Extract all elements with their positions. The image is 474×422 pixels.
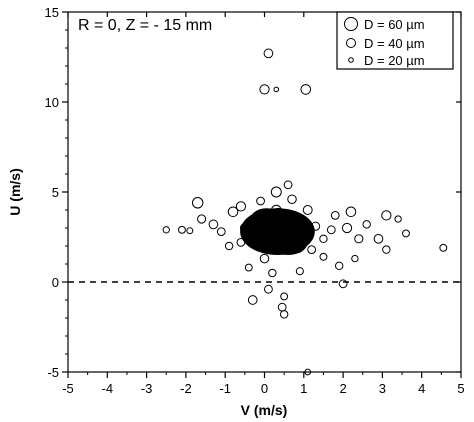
y-tick-label: 10 [45, 95, 59, 110]
data-point [273, 86, 280, 93]
y-tick-label: 15 [45, 5, 59, 20]
legend-marker-20 [348, 57, 354, 63]
data-point [402, 229, 410, 238]
y-tick-label: 0 [52, 275, 59, 290]
x-tick-label: -1 [219, 381, 231, 396]
cluster-core [248, 208, 285, 238]
data-point [244, 263, 253, 272]
data-point [259, 84, 270, 95]
x-tick-label: -4 [102, 381, 114, 396]
data-point [319, 252, 328, 261]
data-points [162, 48, 448, 376]
data-point [186, 227, 194, 235]
data-point [334, 261, 344, 271]
condition-annotation: R = 0, Z = - 15 mm [78, 17, 212, 34]
legend-label-20: D = 20 µm [364, 53, 425, 68]
y-axis-label: U (m/s) [7, 168, 23, 215]
data-point [280, 292, 289, 301]
data-point [330, 211, 340, 220]
data-point [239, 223, 250, 233]
axis-ticks: -5 -4 -3 -2 -1 0 1 2 3 4 5 -5 0 5 10 15 [45, 5, 465, 396]
data-point [302, 205, 313, 215]
x-tick-label: -5 [62, 381, 74, 396]
data-point [341, 222, 353, 234]
data-point [277, 302, 287, 312]
data-point [283, 180, 293, 190]
data-point [311, 221, 321, 231]
data-point [252, 216, 262, 226]
data-point [236, 238, 246, 247]
x-tick-label: -2 [180, 381, 192, 396]
data-point [439, 243, 448, 252]
legend-marker-40 [346, 38, 356, 48]
data-point [351, 254, 359, 263]
x-tick-label: 3 [379, 381, 386, 396]
data-point [227, 206, 239, 218]
data-point [300, 84, 312, 95]
data-point [394, 215, 402, 223]
data-point [235, 201, 247, 212]
cluster-core [268, 229, 308, 255]
legend-box [336, 11, 454, 70]
x-tick-label: 2 [339, 381, 346, 396]
x-tick-label: 0 [261, 381, 268, 396]
data-point [247, 295, 258, 305]
data-point [270, 204, 282, 216]
legend-marker-60 [344, 17, 358, 31]
data-point [263, 48, 274, 59]
y-tick-label: 5 [52, 185, 59, 200]
dense-cluster [240, 207, 315, 256]
data-point [259, 253, 270, 264]
data-point [287, 194, 297, 204]
data-point [191, 197, 204, 209]
data-point [264, 284, 273, 294]
data-point [216, 227, 226, 237]
x-tick-label: 1 [300, 381, 307, 396]
data-point [256, 196, 265, 206]
data-point [319, 234, 328, 244]
y-tick-label: -5 [47, 365, 59, 380]
data-point [354, 234, 364, 244]
data-point [295, 267, 304, 276]
data-point [373, 233, 384, 244]
data-point [345, 206, 357, 218]
data-point [178, 225, 186, 234]
legend-label-60: D = 60 µm [364, 17, 425, 32]
data-point [307, 245, 317, 255]
data-point [270, 186, 282, 198]
data-point [197, 214, 207, 224]
data-point [268, 268, 277, 278]
legend-label-40: D = 40 µm [364, 36, 425, 51]
data-point [382, 245, 391, 254]
data-point [208, 219, 219, 230]
data-point [224, 241, 234, 251]
data-point [338, 279, 348, 289]
data-point [162, 226, 170, 234]
data-point [362, 220, 371, 229]
data-point [279, 310, 289, 319]
data-point [381, 210, 392, 221]
x-tick-label: -3 [141, 381, 153, 396]
x-tick-label: 4 [418, 381, 425, 396]
data-point [326, 225, 336, 235]
legend: D = 60 µm D = 40 µm D = 20 µm [336, 11, 454, 70]
x-axis-label: V (m/s) [241, 402, 288, 418]
x-tick-label: 5 [457, 381, 464, 396]
